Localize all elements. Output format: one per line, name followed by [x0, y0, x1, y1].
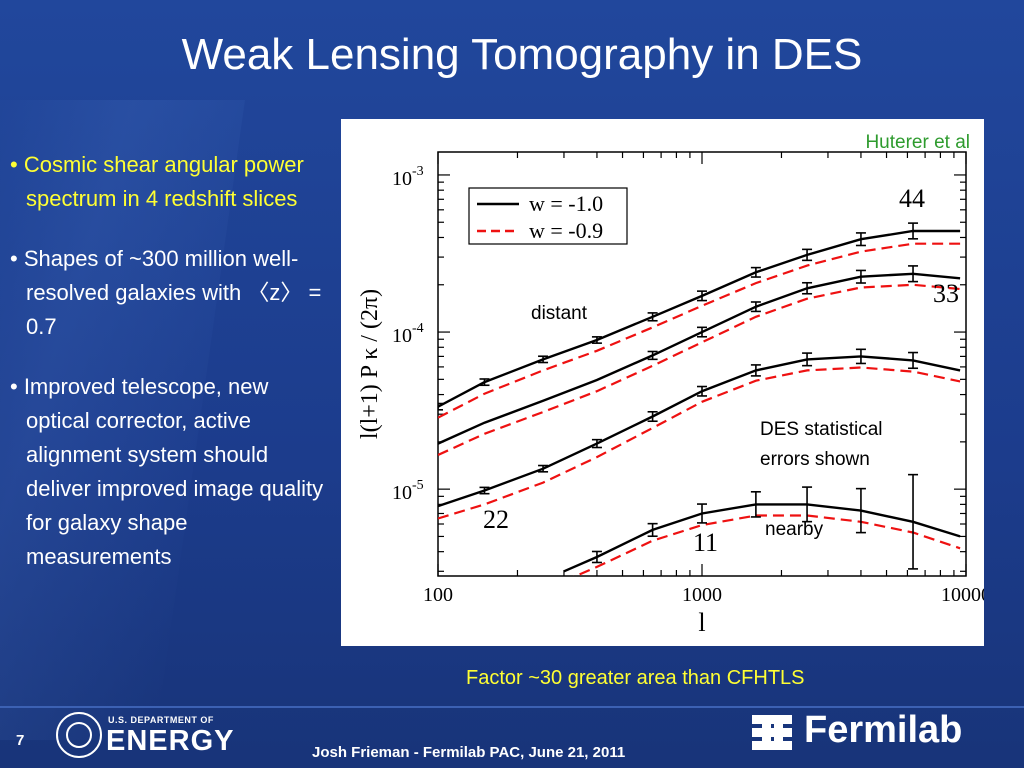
legend: w = -1.0w = -0.9 — [468, 187, 628, 245]
bullet-item: • Improved telescope, new optical correc… — [10, 374, 324, 569]
chart-attribution: Huterer et al — [865, 132, 970, 153]
y-tick-label: 10-5 — [392, 478, 424, 504]
doe-seal-icon — [56, 712, 102, 758]
legend-entry-label: w = -0.9 — [529, 218, 603, 243]
doe-logo-text: ENERGY — [106, 725, 235, 757]
slide-title: Weak Lensing Tomography in DES — [181, 30, 863, 79]
bullet-list: • Cosmic shear angular power spectrum in… — [10, 148, 335, 600]
power-spectrum-chart: 100 1000 10000 10-3 10-4 10-5 l l(l+1) P κ / (2… — [357, 132, 984, 637]
legend-box — [468, 187, 628, 245]
x-tick-label: 10000 — [941, 584, 984, 606]
annotation-distant: distant — [531, 303, 588, 324]
series-w-0.9-curve-33 — [438, 283, 961, 457]
fermilab-icon — [752, 715, 792, 750]
footer-divider — [0, 706, 1024, 708]
annotation-nearby: nearby — [765, 519, 824, 540]
chart-panel: 100 1000 10000 10-3 10-4 10-5 l l(l+1) P κ / (2… — [341, 119, 984, 646]
legend-entry-label: w = -1.0 — [529, 191, 603, 216]
x-tick-label: 100 — [423, 584, 453, 606]
bullet-item: • Shapes of ~300 million well-resolved g… — [10, 246, 322, 339]
page-number: 7 — [16, 732, 25, 749]
curve-label-11: 11 — [693, 528, 718, 557]
chart-caption: Factor ~30 greater area than CFHTLS — [466, 667, 805, 689]
series-w-0.9-curve-44 — [438, 242, 961, 419]
bullet-item: • Cosmic shear angular power spectrum in… — [10, 152, 304, 211]
fermilab-logo-text: Fermilab — [804, 709, 963, 751]
x-tick-label: 1000 — [682, 584, 722, 606]
curves-group — [438, 222, 961, 576]
y-tick-label: 10-4 — [392, 321, 424, 347]
curve-label-44: 44 — [899, 184, 925, 213]
doe-logo: U.S. DEPARTMENT OF ENERGY — [56, 712, 246, 762]
footer-text: Josh Frieman - Fermilab PAC, June 21, 20… — [312, 744, 626, 761]
y-tick-label: 10-3 — [392, 164, 424, 190]
series-w-0.9-curve-11 — [573, 514, 961, 576]
curve-label-33: 33 — [933, 279, 959, 308]
y-axis-label: l(l+1) P κ / (2π) — [357, 289, 383, 439]
curve-label-22: 22 — [483, 505, 509, 534]
series-w-0.9-curve-22 — [438, 366, 961, 520]
fermilab-logo: Fermilab — [750, 709, 990, 759]
x-axis-label: l — [698, 608, 705, 637]
annotation-des-errors: DES statistical errors shown — [760, 419, 882, 470]
doe-logo-small-text: U.S. DEPARTMENT OF — [108, 715, 214, 725]
